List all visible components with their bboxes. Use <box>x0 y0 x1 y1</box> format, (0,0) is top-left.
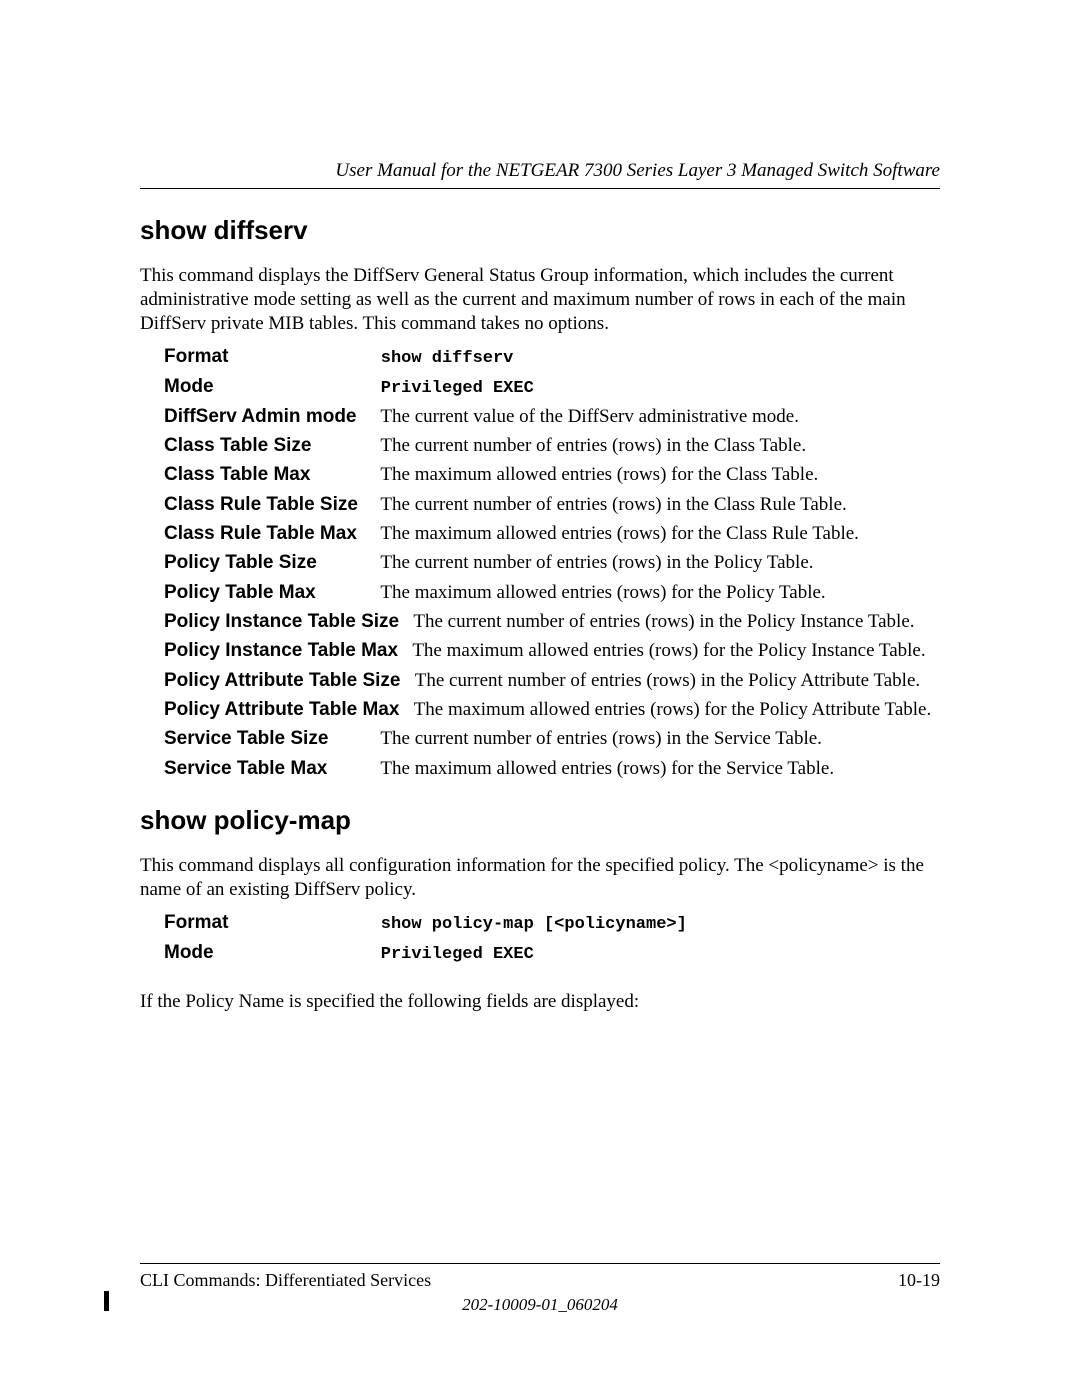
desc-crule-size: The current number of entries (rows) in … <box>380 494 846 515</box>
heading-show-diffserv: show diffserv <box>140 215 940 246</box>
row-pm-format: Format show policy-map [<policyname>] <box>164 911 940 936</box>
heading-show-policy-map: show policy-map <box>140 805 940 836</box>
row-format: Format show diffserv <box>164 345 940 370</box>
desc-class-size: The current number of entries (rows) in … <box>380 435 806 456</box>
header-rule <box>140 188 940 189</box>
change-bar-icon <box>104 1291 109 1311</box>
trailing-show-policy-map: If the Policy Name is specified the foll… <box>140 990 940 1014</box>
footer-right: 10-19 <box>898 1270 940 1291</box>
row-crule-size: Class Rule Table Size The current number… <box>164 493 940 517</box>
desc-pinst-size: The current number of entries (rows) in … <box>413 611 914 632</box>
page: User Manual for the NETGEAR 7300 Series … <box>0 0 1080 1397</box>
row-svc-max: Service Table Max The maximum allowed en… <box>164 757 940 781</box>
term-pm-format: Format <box>164 911 376 935</box>
term-policy-max: Policy Table Max <box>164 581 376 605</box>
desc-policy-size: The current number of entries (rows) in … <box>380 552 813 573</box>
desc-policy-max: The maximum allowed entries (rows) for t… <box>380 582 825 603</box>
term-format: Format <box>164 345 376 369</box>
term-pinst-size: Policy Instance Table Size <box>164 611 399 632</box>
term-class-size: Class Table Size <box>164 434 376 458</box>
row-crule-max: Class Rule Table Max The maximum allowed… <box>164 522 940 546</box>
term-pm-mode: Mode <box>164 941 376 965</box>
term-svc-size: Service Table Size <box>164 727 376 751</box>
value-pm-format: show policy-map [<policyname>] <box>381 915 687 934</box>
row-pinst-size: Policy Instance Table Size The current n… <box>164 610 940 634</box>
deflist-show-diffserv: Format show diffserv Mode Privileged EXE… <box>164 345 940 781</box>
term-svc-max: Service Table Max <box>164 757 376 781</box>
footer-left: CLI Commands: Differentiated Services <box>140 1270 431 1291</box>
desc-admin: The current value of the DiffServ admini… <box>380 406 799 427</box>
desc-pattr-max: The maximum allowed entries (rows) for t… <box>414 699 932 720</box>
term-crule-max: Class Rule Table Max <box>164 522 376 546</box>
term-mode: Mode <box>164 375 376 399</box>
desc-crule-max: The maximum allowed entries (rows) for t… <box>380 523 858 544</box>
footer-rule <box>140 1263 940 1264</box>
desc-svc-size: The current number of entries (rows) in … <box>380 728 822 749</box>
running-header: User Manual for the NETGEAR 7300 Series … <box>140 160 940 182</box>
desc-pinst-max: The maximum allowed entries (rows) for t… <box>412 640 925 661</box>
row-mode: Mode Privileged EXEC <box>164 375 940 400</box>
page-footer: CLI Commands: Differentiated Services 10… <box>140 1245 940 1315</box>
row-policy-max: Policy Table Max The maximum allowed ent… <box>164 581 940 605</box>
desc-pattr-size: The current number of entries (rows) in … <box>415 670 920 691</box>
value-format: show diffserv <box>381 349 514 368</box>
desc-svc-max: The maximum allowed entries (rows) for t… <box>380 758 834 779</box>
row-pattr-max: Policy Attribute Table Max The maximum a… <box>164 698 940 722</box>
term-admin: DiffServ Admin mode <box>164 405 376 429</box>
row-class-size: Class Table Size The current number of e… <box>164 434 940 458</box>
intro-show-policy-map: This command displays all configuration … <box>140 854 940 902</box>
term-pattr-size: Policy Attribute Table Size <box>164 670 401 691</box>
row-admin: DiffServ Admin mode The current value of… <box>164 405 940 429</box>
deflist-show-policy-map: Format show policy-map [<policyname>] Mo… <box>164 911 940 966</box>
value-pm-mode: Privileged EXEC <box>381 945 534 964</box>
term-crule-size: Class Rule Table Size <box>164 493 376 517</box>
intro-show-diffserv: This command displays the DiffServ Gener… <box>140 264 940 335</box>
row-policy-size: Policy Table Size The current number of … <box>164 551 940 575</box>
value-mode: Privileged EXEC <box>381 379 534 398</box>
desc-class-max: The maximum allowed entries (rows) for t… <box>380 464 818 485</box>
row-svc-size: Service Table Size The current number of… <box>164 727 940 751</box>
row-pattr-size: Policy Attribute Table Size The current … <box>164 669 940 693</box>
term-pattr-max: Policy Attribute Table Max <box>164 699 399 720</box>
footer-docnum: 202-10009-01_060204 <box>140 1295 940 1315</box>
row-class-max: Class Table Max The maximum allowed entr… <box>164 463 940 487</box>
term-class-max: Class Table Max <box>164 463 376 487</box>
term-pinst-max: Policy Instance Table Max <box>164 640 398 661</box>
row-pinst-max: Policy Instance Table Max The maximum al… <box>164 639 940 663</box>
term-policy-size: Policy Table Size <box>164 551 376 575</box>
row-pm-mode: Mode Privileged EXEC <box>164 941 940 966</box>
